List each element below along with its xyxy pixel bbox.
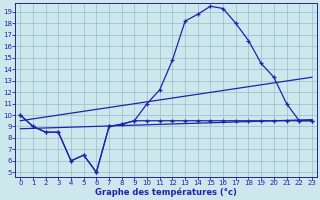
X-axis label: Graphe des températures (°c): Graphe des températures (°c) — [95, 188, 237, 197]
